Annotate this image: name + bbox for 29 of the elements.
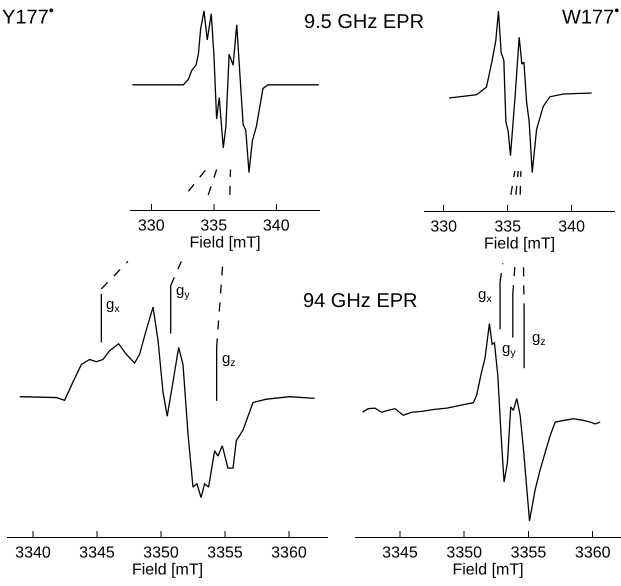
x-tick-label: 3345 (79, 544, 115, 562)
annotation: g$_{z}$ (222, 350, 236, 370)
x-tick-label: 335 (200, 217, 228, 234)
annotation: 94 GHz EPR (303, 290, 418, 312)
x-tick-label: 340 (558, 218, 586, 236)
annotation: g$_{x}$ (478, 286, 492, 306)
annotation: g$_{z}$ (532, 329, 546, 348)
x-tick-label: 3355 (510, 544, 546, 562)
x-tick-label: 3345 (382, 544, 418, 562)
x-tick-label: 3360 (574, 544, 611, 562)
x-tick-label: 340 (262, 217, 290, 234)
x-tick-label: 3360 (271, 544, 307, 562)
annotation: g$_{x}$ (106, 296, 120, 316)
x-tick-label: 330 (430, 218, 458, 236)
x-axis-title: Field [mT] (452, 561, 524, 578)
x-axis-title: Field [mT] (484, 235, 556, 252)
chart-title: Y177$^{•}$ (2, 2, 54, 28)
x-tick-label: 3350 (143, 544, 179, 562)
annotation: g$_{y}$ (502, 340, 516, 360)
annotation: g$_{y}$ (176, 282, 190, 302)
x-tick-label: 335 (494, 218, 522, 236)
x-tick-label: 3350 (446, 544, 482, 562)
x-axis-title: Field [mT] (189, 234, 261, 252)
annotation: 9.5 GHz EPR (304, 11, 424, 33)
chart-title: W177$^{•}$ (562, 2, 620, 28)
x-tick-label: 330 (138, 217, 165, 234)
x-axis-title: Field [mT] (132, 561, 204, 578)
x-tick-label: 3355 (207, 544, 243, 562)
x-tick-label: 3340 (15, 544, 51, 562)
